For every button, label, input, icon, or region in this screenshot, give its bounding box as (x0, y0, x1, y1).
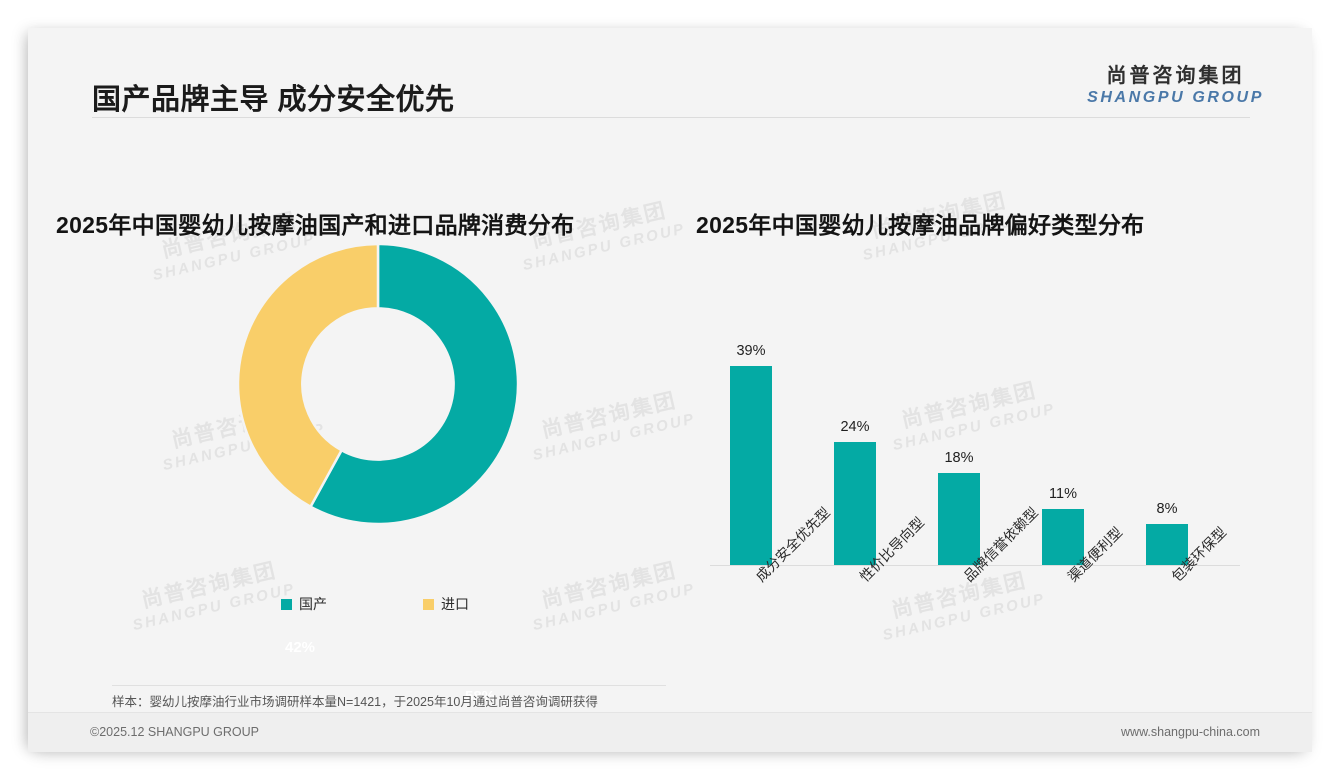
bar-value-label: 8% (1156, 501, 1178, 518)
bar-column[interactable]: 18% (938, 450, 980, 565)
brand-logo: 尚普咨询集团 SHANGPU GROUP (1087, 64, 1264, 108)
donut-chart-panel: 2025年中国婴幼儿按摩油国产和进口品牌消费分布 58% 42% 国产 进口 (56, 206, 694, 705)
legend-item[interactable]: 进口 (423, 594, 469, 614)
footer-copyright: ©2025.12 SHANGPU GROUP (90, 725, 259, 739)
page-title: 国产品牌主导 成分安全优先 (92, 84, 455, 116)
bar-rect[interactable] (1042, 508, 1084, 565)
logo-cn-text: 尚普咨询集团 (1106, 65, 1245, 87)
donut-slice-label-0: 58% (465, 688, 496, 705)
bar-rect[interactable] (938, 473, 980, 565)
bar-chart: 39% 成分安全优先型 24% 性价比导向型 18% 品牌信誉依赖型 11% 渠道便利型 8% 包… (696, 276, 1286, 585)
bar-column[interactable]: 24% (834, 419, 876, 565)
donut-chart: 58% 42% (56, 242, 694, 705)
slide-canvas: 尚普咨询集团 SHANGPU GROUP 尚普咨询集团 SHANGPU GROU… (28, 28, 1312, 752)
footnote-text: 样本：婴幼儿按摩油行业市场调研样本量N=1421，于2025年10月通过尚普咨询… (112, 695, 598, 709)
legend-item[interactable]: 国产 (281, 594, 327, 614)
bar-rect[interactable] (1146, 524, 1188, 565)
right-chart-title: 2025年中国婴幼儿按摩油品牌偏好类型分布 (696, 212, 1145, 238)
bar-chart-panel: 2025年中国婴幼儿按摩油品牌偏好类型分布 39% 成分安全优先型 24% 性价比导向… (696, 206, 1286, 676)
bar-value-label: 24% (840, 419, 870, 436)
logo-en-text: SHANGPU GROUP (1087, 89, 1264, 106)
legend-item-label: 国产 (299, 596, 327, 612)
bar-rect[interactable] (730, 365, 772, 565)
header-divider (92, 117, 1250, 118)
bar-chart-baseline (710, 565, 1240, 566)
donut-legend: 国产 进口 (56, 594, 694, 614)
donut-slice[interactable] (308, 242, 520, 526)
footer-website[interactable]: www.shangpu-china.com (1121, 725, 1260, 739)
slide-header: 国产品牌主导 成分安全优先 尚普咨询集团 SHANGPU GROUP (28, 28, 1312, 118)
bar-value-label: 18% (944, 450, 974, 466)
legend-swatch-icon (281, 598, 292, 610)
bar-column[interactable]: 39% (730, 343, 772, 565)
bar-rect[interactable] (834, 442, 876, 565)
bar-column[interactable]: 11% (1042, 486, 1084, 565)
donut-slice[interactable] (236, 242, 380, 509)
donut-slice-label-1: 42% (285, 639, 316, 656)
left-chart-title: 2025年中国婴幼儿按摩油国产和进口品牌消费分布 (56, 212, 575, 238)
donut-svg (236, 242, 520, 526)
bar-column[interactable]: 8% (1146, 501, 1188, 565)
bar-value-label: 39% (736, 342, 766, 359)
bar-value-label: 11% (1049, 485, 1077, 502)
footnote-divider (112, 685, 666, 686)
slide-footer: ©2025.12 SHANGPU GROUP www.shangpu-china… (28, 712, 1312, 752)
legend-swatch-icon (423, 598, 434, 610)
legend-item-label: 进口 (441, 596, 469, 612)
